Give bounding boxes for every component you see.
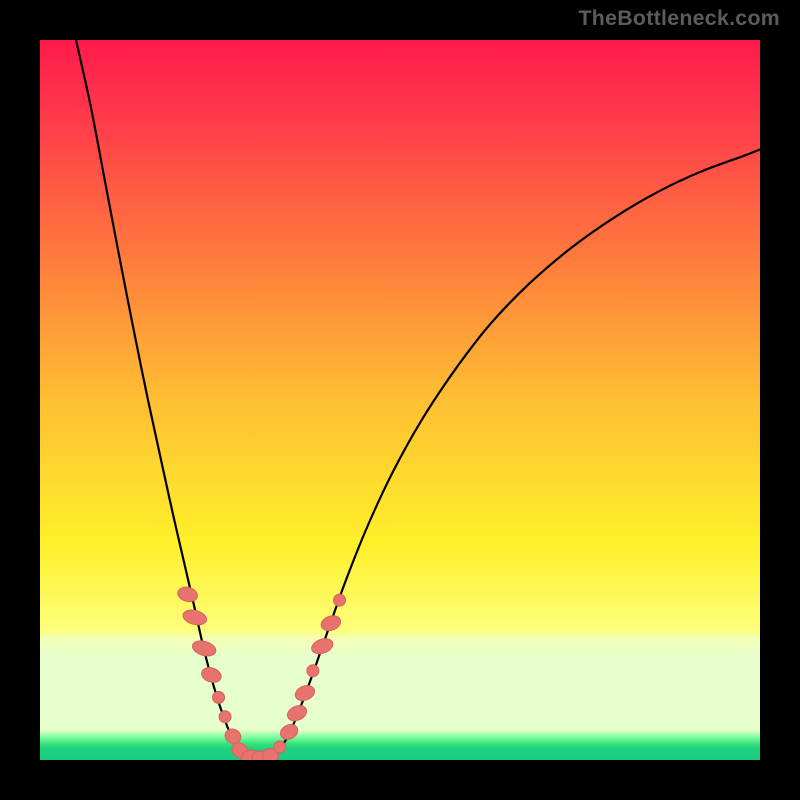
curve-marker bbox=[219, 711, 231, 723]
viewport: TheBottleneck.com bbox=[0, 0, 800, 800]
curve-marker bbox=[334, 594, 346, 606]
curve-marker bbox=[307, 665, 319, 677]
curve-marker bbox=[274, 741, 286, 753]
watermark-text: TheBottleneck.com bbox=[578, 6, 780, 31]
chart-svg bbox=[40, 40, 760, 760]
plot-area bbox=[40, 40, 760, 760]
curve-marker bbox=[213, 691, 225, 703]
